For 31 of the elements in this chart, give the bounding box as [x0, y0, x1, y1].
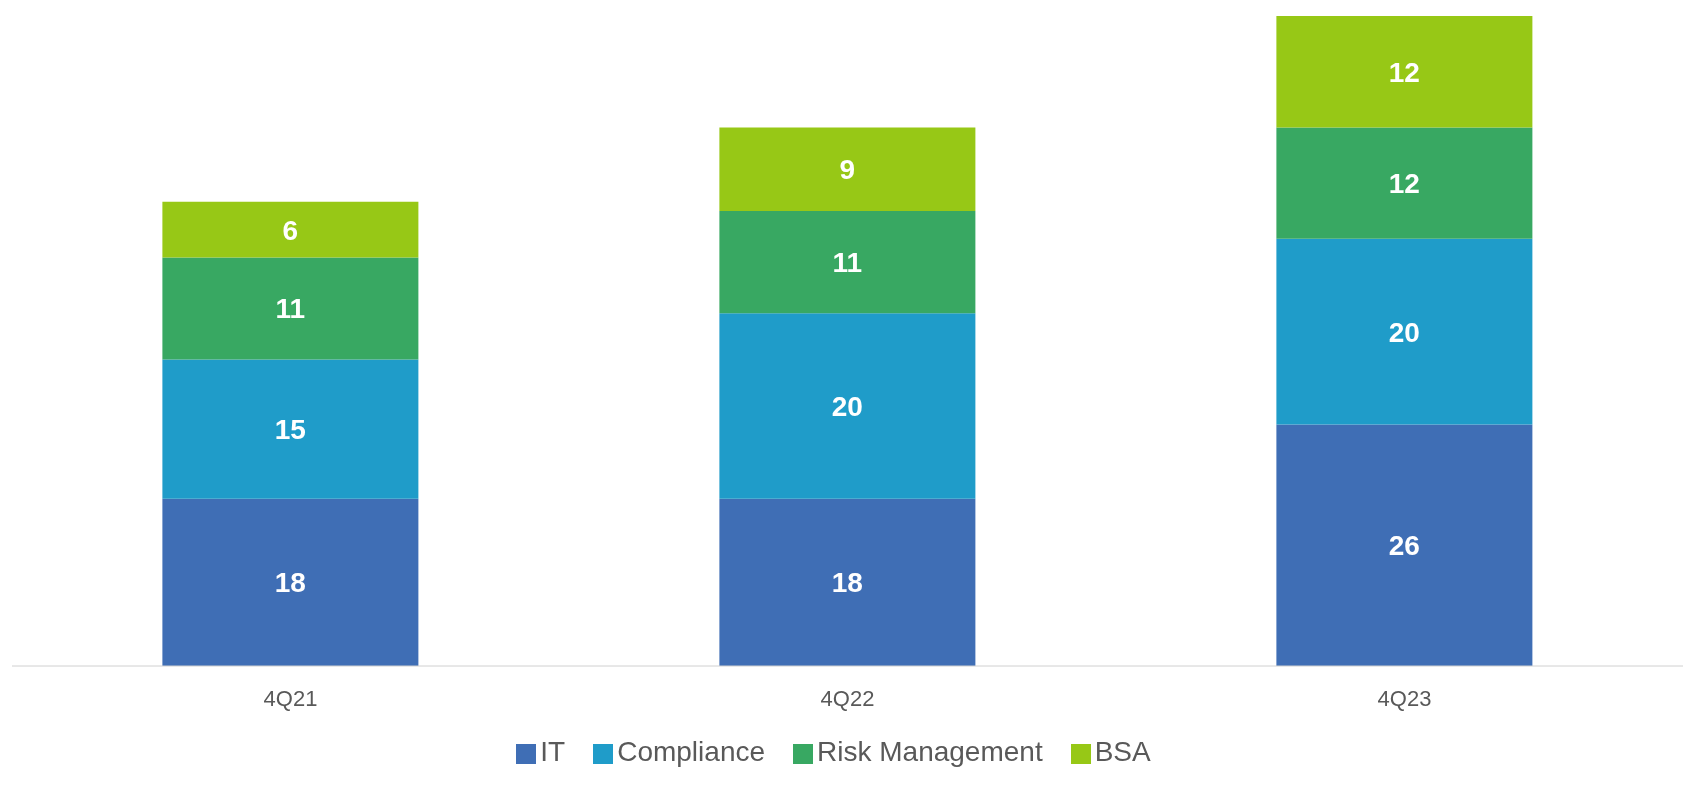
- data-label: 11: [832, 247, 863, 279]
- data-label: 18: [274, 567, 306, 599]
- bar: [162, 359, 419, 499]
- legend-label: Compliance: [617, 736, 766, 767]
- bar: [1276, 424, 1533, 666]
- legend-label: BSA: [1094, 736, 1151, 767]
- bar: [719, 498, 976, 666]
- data-label: 20: [831, 390, 863, 422]
- bar: [719, 313, 976, 499]
- x-tick-label: 4Q22: [820, 685, 875, 711]
- data-label: 20: [1388, 316, 1420, 348]
- data-label: 11: [275, 293, 306, 325]
- data-label: 6: [282, 214, 299, 246]
- x-tick-label: 4Q21: [263, 685, 318, 711]
- bar: [719, 127, 976, 211]
- data-label: 9: [839, 154, 856, 186]
- x-tick-label: 4Q23: [1377, 685, 1432, 711]
- bar: [1276, 238, 1533, 425]
- data-label: 18: [831, 567, 863, 599]
- data-label: 12: [1388, 168, 1420, 200]
- data-label: 12: [1388, 56, 1420, 88]
- legend-label: Risk Management: [817, 736, 1043, 767]
- legend-label: IT: [540, 736, 566, 767]
- bar: [1276, 16, 1533, 128]
- bar: [1276, 127, 1533, 239]
- data-label: 26: [1388, 530, 1420, 562]
- bar: [162, 201, 419, 258]
- data-label: 15: [274, 414, 306, 446]
- bar: [162, 257, 419, 360]
- bar: [719, 211, 976, 314]
- bar: [162, 498, 419, 666]
